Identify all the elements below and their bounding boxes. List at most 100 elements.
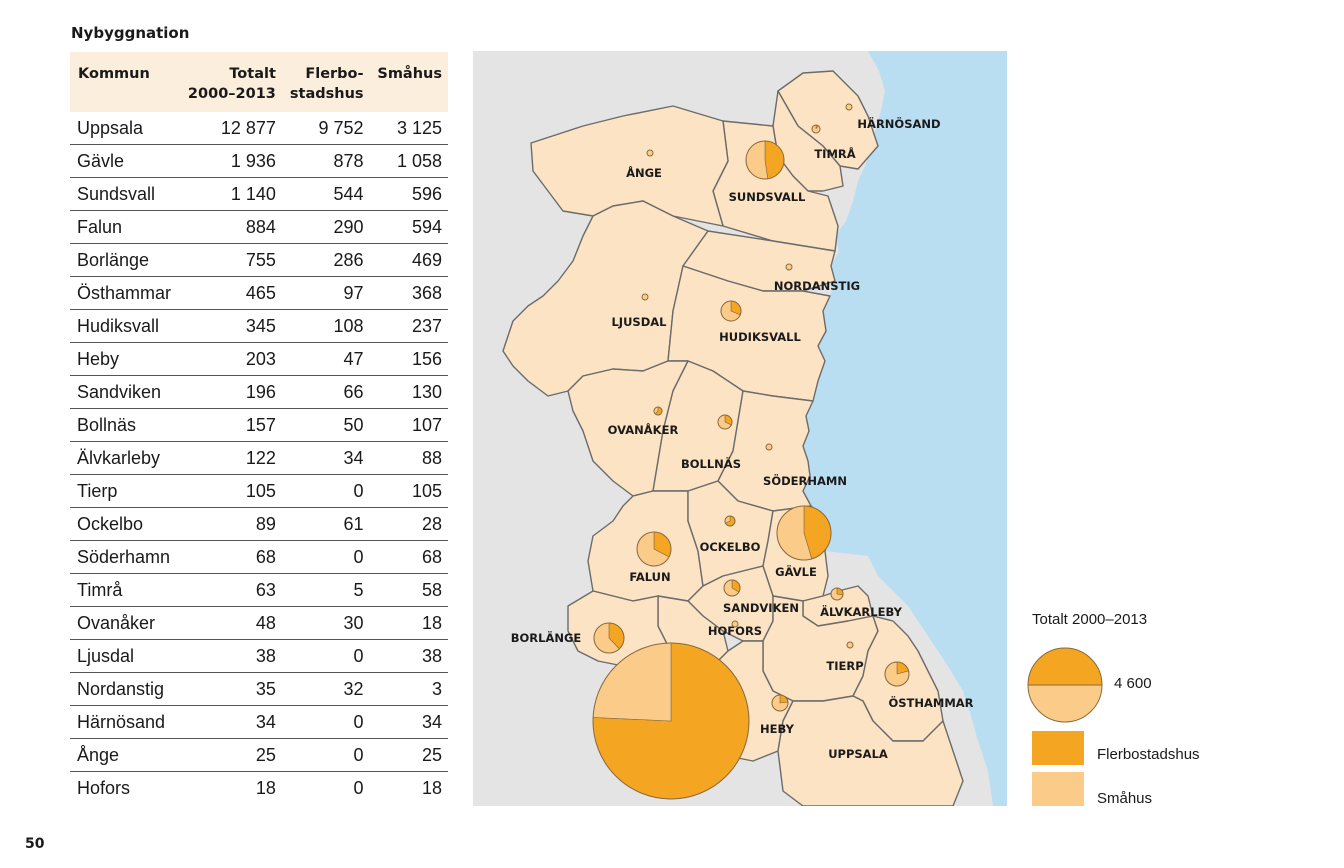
town-dot xyxy=(731,620,739,628)
cell-smahus: 3 xyxy=(369,672,448,706)
cell-totalt: 884 xyxy=(179,210,282,244)
map-label: SANDVIKEN xyxy=(723,601,799,615)
map-label: GÄVLE xyxy=(775,564,817,579)
header-flerbostadshus: Flerbo- stadshus xyxy=(281,52,370,112)
pie-östhammar xyxy=(884,661,910,687)
cell-flerbostadshus: 34 xyxy=(281,441,370,475)
legend-pie-smahus xyxy=(1027,684,1103,723)
cell-kommun: Uppsala xyxy=(70,112,180,145)
cell-smahus: 368 xyxy=(369,276,448,310)
cell-flerbostadshus: 0 xyxy=(281,639,370,673)
cell-totalt: 34 xyxy=(179,705,282,739)
cell-smahus: 237 xyxy=(369,309,448,343)
map-dots xyxy=(641,103,854,649)
cell-flerbostadshus: 0 xyxy=(281,540,370,574)
table-row: Ockelbo 89 61 28 xyxy=(70,507,448,541)
legend-swatch-flerbostadshus xyxy=(1032,731,1084,765)
map-label: BORLÄNGE xyxy=(511,630,582,645)
cell-kommun: Härnösand xyxy=(70,705,180,739)
cell-smahus: 156 xyxy=(369,342,448,376)
cell-kommun: Falun xyxy=(70,210,180,244)
table-row: Östhammar 465 97 368 xyxy=(70,276,448,310)
pie-outline xyxy=(723,579,741,597)
region-shapes xyxy=(502,70,964,806)
cell-kommun: Nordanstig xyxy=(70,672,180,706)
region-ange xyxy=(530,105,729,227)
map-label: ÖSTHAMMAR xyxy=(888,695,973,710)
cell-kommun: Hudiksvall xyxy=(70,309,180,343)
cell-flerbostadshus: 290 xyxy=(281,210,370,244)
cell-kommun: Ånge xyxy=(70,738,180,772)
table-header-row: Kommun Totalt 2000–2013 Flerbo- stadshus… xyxy=(70,52,448,112)
cell-kommun: Sandviken xyxy=(70,375,180,409)
cell-totalt: 25 xyxy=(179,738,282,772)
cell-totalt: 196 xyxy=(179,375,282,409)
cell-flerbostadshus: 286 xyxy=(281,243,370,277)
pie-ockelbo xyxy=(724,515,736,527)
pie-outline xyxy=(745,140,785,180)
cell-flerbostadshus: 108 xyxy=(281,309,370,343)
map-label: FALUN xyxy=(629,570,670,584)
pie-outline xyxy=(592,642,750,800)
map-label: NORDANSTIG xyxy=(774,279,860,293)
pie-outline xyxy=(776,505,832,561)
table-row: Timrå 63 5 58 xyxy=(70,573,448,607)
cell-kommun: Sundsvall xyxy=(70,177,180,211)
cell-totalt: 38 xyxy=(179,639,282,673)
cell-totalt: 105 xyxy=(179,474,282,508)
cell-flerbostadshus: 544 xyxy=(281,177,370,211)
header-smahus: Småhus xyxy=(369,52,448,112)
map: HÄRNÖSAND TIMRÅ ÅNGE SUNDSVALL NORDANSTIG LJU… xyxy=(473,51,1007,806)
pie-ovanåker xyxy=(653,406,663,416)
table-row: Bollnäs 157 50 107 xyxy=(70,408,448,442)
pie-outline xyxy=(636,531,672,567)
cell-kommun: Älvkarleby xyxy=(70,441,180,475)
cell-smahus: 68 xyxy=(369,540,448,574)
pie-uppsala xyxy=(592,642,750,800)
town-dot xyxy=(765,443,773,451)
pie-sundsvall xyxy=(745,140,785,180)
pie-gävle xyxy=(776,505,832,561)
legend: Totalt 2000–2013 4 600 Flerbostadshus Sm… xyxy=(1020,608,1260,808)
header-flerbo-line2: stadshus xyxy=(289,86,364,102)
cell-kommun: Ljusdal xyxy=(70,639,180,673)
header-kommun: Kommun xyxy=(70,52,180,112)
cell-smahus: 18 xyxy=(421,777,442,798)
legend-total-value: 4 600 xyxy=(1114,675,1152,692)
cell-totalt: 48 xyxy=(179,606,282,640)
pie-outline xyxy=(653,406,663,416)
map-label: SUNDSVALL xyxy=(729,190,806,204)
pie-outline xyxy=(771,694,789,712)
table-row: Falun 884 290 594 xyxy=(70,210,448,244)
town-dot xyxy=(846,641,854,649)
cell-totalt: 203 xyxy=(179,342,282,376)
pie-falun xyxy=(636,531,672,567)
cell-kommun: Gävle xyxy=(70,144,180,178)
pie-outline xyxy=(830,587,844,601)
pie-outline xyxy=(811,124,821,134)
cell-totalt: 465 xyxy=(179,276,282,310)
town-dot xyxy=(785,263,793,271)
pie-borlänge xyxy=(593,622,625,654)
map-label: TIERP xyxy=(826,659,863,673)
pie-outline xyxy=(717,414,733,430)
cell-smahus: 34 xyxy=(369,705,448,739)
cell-flerbostadshus: 5 xyxy=(281,573,370,607)
cell-flerbostadshus: 50 xyxy=(281,408,370,442)
map-label: TIMRÅ xyxy=(814,146,855,161)
cell-kommun: Ovanåker xyxy=(70,606,180,640)
cell-kommun: Timrå xyxy=(70,573,180,607)
cell-smahus: 3 125 xyxy=(369,112,448,145)
town-dot xyxy=(646,149,654,157)
cell-kommun: Tierp xyxy=(70,474,180,508)
cell-flerbostadshus: 0 xyxy=(281,738,370,772)
cell-flerbostadshus: 97 xyxy=(281,276,370,310)
table-row: Sundsvall 1 140 544 596 xyxy=(70,177,448,211)
cell-flerbostadshus: 32 xyxy=(281,672,370,706)
pie-heby xyxy=(771,694,789,712)
cell-smahus: 28 xyxy=(369,507,448,541)
cell-totalt: 345 xyxy=(179,309,282,343)
cell-flerbostadshus: 9 752 xyxy=(281,112,370,145)
cell-smahus: 130 xyxy=(369,375,448,409)
